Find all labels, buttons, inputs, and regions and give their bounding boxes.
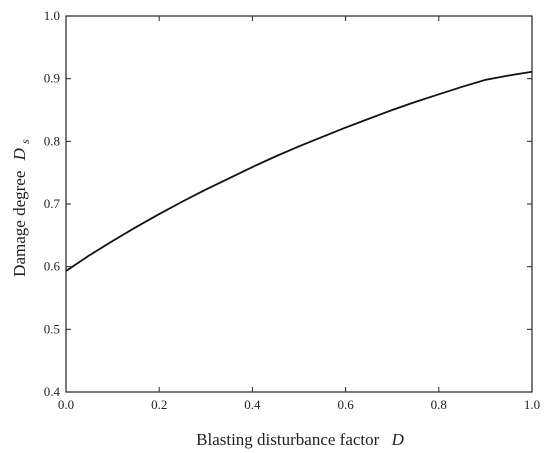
x-axis-label-text: Blasting disturbance factor — [196, 430, 380, 449]
y-tick-label: 0.5 — [44, 321, 60, 336]
y-axis-label-text: Damage degree — [10, 171, 29, 277]
x-tick-label: 0.6 — [337, 397, 354, 412]
series-line-0 — [65, 70, 533, 272]
y-axis-label: Damage degree D s — [10, 139, 32, 277]
y-tick-label: 0.9 — [44, 71, 60, 86]
plot-frame — [65, 15, 533, 393]
x-tick-label: 0.2 — [151, 397, 167, 412]
series-group — [65, 70, 533, 272]
plot-area-border — [65, 15, 533, 393]
y-tick-label: 1.0 — [44, 8, 60, 23]
x-tick-label: 0.0 — [58, 397, 74, 412]
x-axis-label-symbol: D — [391, 430, 405, 449]
x-axis-ticks: 0.0 0.2 0.4 0.6 0.8 1.0 — [58, 16, 540, 412]
x-tick-label: 0.4 — [244, 397, 261, 412]
y-tick-label: 0.6 — [44, 259, 61, 274]
y-axis-ticks: 0.4 0.5 0.6 0.7 0.8 0.9 1.0 — [44, 8, 532, 399]
y-tick-label: 0.7 — [44, 196, 61, 211]
y-axis-label-symbol: D — [10, 147, 29, 161]
x-tick-label: 1.0 — [524, 397, 540, 412]
x-tick-label: 0.8 — [431, 397, 447, 412]
x-axis-label: Blasting disturbance factor D — [196, 430, 404, 449]
y-axis-label-subscript: s — [18, 139, 32, 144]
y-tick-label: 0.8 — [44, 133, 60, 148]
y-tick-label: 0.4 — [44, 384, 61, 399]
